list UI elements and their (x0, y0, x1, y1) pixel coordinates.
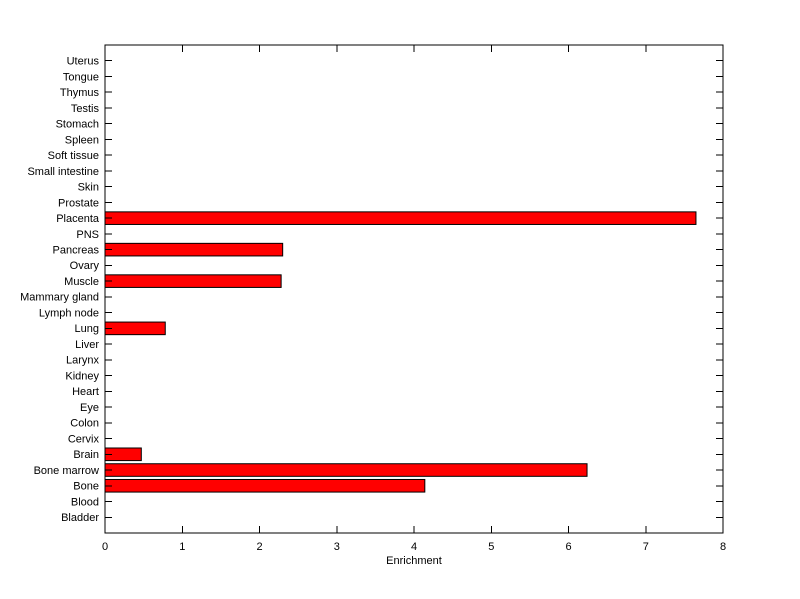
y-category-label: Bone marrow (34, 465, 99, 477)
y-category-label: Testis (71, 103, 100, 115)
y-category-label: Kidney (65, 370, 99, 382)
y-category-label: Spleen (65, 134, 99, 146)
y-category-label: Eye (80, 402, 99, 414)
y-category-label: Lung (75, 323, 99, 335)
x-axis-label: Enrichment (386, 555, 442, 567)
y-category-label: Cervix (68, 433, 100, 445)
x-tick-label: 6 (565, 541, 571, 553)
x-tick-label: 7 (643, 541, 649, 553)
y-category-label: Larynx (66, 355, 100, 367)
y-category-label: PNS (76, 229, 99, 241)
bar-pancreas (104, 242, 284, 257)
y-category-label: Stomach (56, 119, 99, 131)
y-category-label: Tongue (63, 71, 99, 83)
y-category-label: Placenta (56, 213, 100, 225)
y-category-label: Ovary (70, 260, 100, 272)
y-category-label: Muscle (64, 276, 99, 288)
y-category-label: Bladder (61, 512, 99, 524)
x-tick-label: 2 (256, 541, 262, 553)
x-tick-label: 3 (334, 541, 340, 553)
plot-frame (104, 44, 724, 534)
y-category-label: Uterus (67, 56, 100, 68)
x-tick-label: 4 (411, 541, 417, 553)
x-tick-label: 0 (102, 541, 108, 553)
y-category-label: Small intestine (27, 166, 99, 178)
y-category-label: Brain (73, 449, 99, 461)
y-category-label: Soft tissue (48, 150, 99, 162)
y-category-label: Heart (72, 386, 99, 398)
bar-placenta (104, 211, 697, 225)
y-category-label: Blood (71, 496, 99, 508)
y-category-label: Lymph node (39, 307, 99, 319)
y-category-label: Liver (75, 339, 99, 351)
y-category-label: Skin (78, 182, 99, 194)
y-category-label: Pancreas (53, 244, 100, 256)
x-tick-label: 1 (179, 541, 185, 553)
x-tick-label: 5 (488, 541, 494, 553)
bar-bone (104, 478, 426, 493)
bar-lung (104, 321, 166, 336)
y-category-label: Bone (73, 481, 99, 493)
bar-muscle (104, 274, 282, 288)
y-category-label: Colon (70, 418, 99, 430)
y-category-label: Thymus (60, 87, 100, 99)
y-category-label: Prostate (58, 197, 99, 209)
x-tick-label: 8 (720, 541, 726, 553)
y-category-label: Mammary gland (20, 292, 99, 304)
bar-bone-marrow (104, 463, 588, 477)
